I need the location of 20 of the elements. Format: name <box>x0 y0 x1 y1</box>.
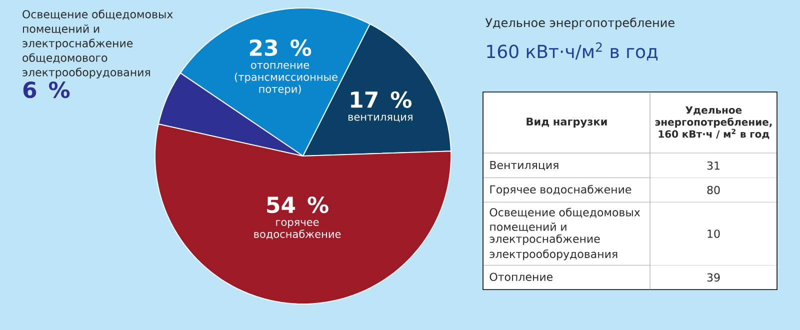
category-label: Горячее водоснабжение <box>490 184 632 196</box>
data-label: 10 <box>708 230 720 238</box>
text: Удельное энергопотребление <box>485 18 674 30</box>
slice-label: отопление (трансмиссионные потери) <box>234 62 338 95</box>
text: Вид нагрузки <box>526 118 607 128</box>
category-label: Отопление <box>490 272 553 281</box>
data-label: 39 <box>707 273 720 282</box>
slice-label: Освещение общедомовых помещений и электроснабжение общедомового электрооборудования <box>22 10 173 79</box>
category-label: Вентиляция <box>490 160 558 171</box>
slice-label: горячее водоснабжение <box>254 220 341 240</box>
text: 160 кВт·ч/м$^{2}$ в год <box>487 42 658 60</box>
slice-label: вентиляция <box>348 114 412 122</box>
data-label: 80 <box>707 186 720 194</box>
data-label: 17 % <box>351 91 412 108</box>
text: Удельное энергопотребление, 160 кВт·ч / м$^{2}$ в год <box>655 106 772 140</box>
data-label: 31 <box>707 161 720 170</box>
category-label: Освещение общедомовых помещений и электроснабжение электрооборудования <box>490 208 640 260</box>
data-label: 6 % <box>23 82 70 98</box>
data-label: 23 % <box>250 39 312 56</box>
data-label: 54 % <box>267 196 328 214</box>
